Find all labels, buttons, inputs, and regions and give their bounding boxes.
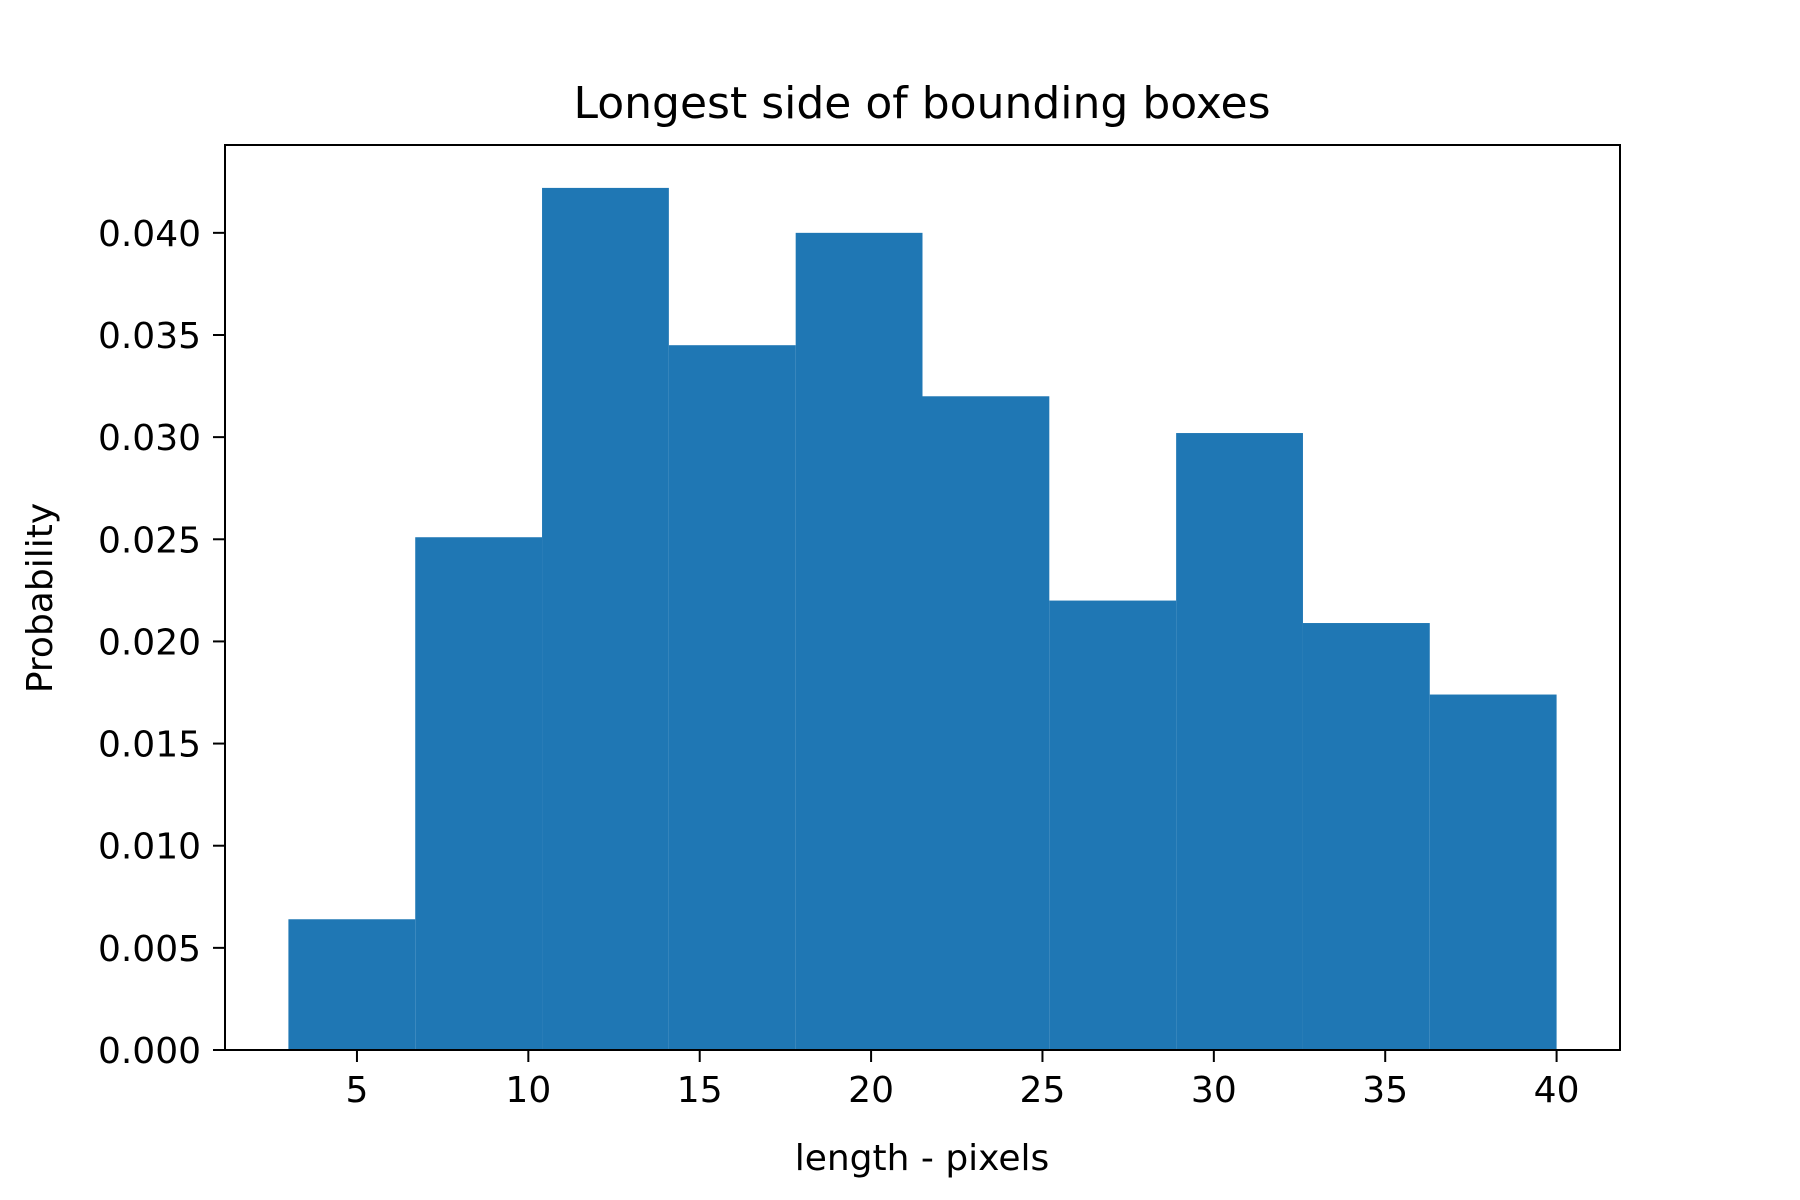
x-axis-label: length - pixels — [795, 1138, 1050, 1179]
histogram-bar-3 — [542, 187, 669, 1050]
x-axis-ticks: 5 10 15 20 25 30 35 40 — [346, 1050, 1580, 1111]
histogram-bar-9 — [1302, 623, 1430, 1050]
x-tick-label: 35 — [1362, 1070, 1408, 1111]
histogram-bar-4 — [668, 345, 796, 1051]
y-tick-label: 0.020 — [98, 622, 201, 663]
y-tick-label: 0.000 — [98, 1031, 201, 1072]
bars-layer — [288, 187, 1557, 1051]
y-tick-label: 0.035 — [98, 316, 201, 357]
y-tick-label: 0.005 — [98, 929, 201, 970]
histogram-bar-5 — [795, 232, 923, 1050]
x-tick-label: 40 — [1534, 1070, 1580, 1111]
chart-title: Longest side of bounding boxes — [574, 78, 1271, 129]
x-tick-label: 25 — [1020, 1070, 1066, 1111]
x-tick-label: 20 — [848, 1070, 894, 1111]
histogram-bar-10 — [1429, 694, 1557, 1050]
x-tick-label: 30 — [1191, 1070, 1237, 1111]
y-axis-ticks: 0.000 0.005 0.010 0.015 0.020 0.025 0.030 0.035… — [98, 214, 225, 1072]
histogram-bar-7 — [1049, 600, 1177, 1050]
y-tick-label: 0.015 — [98, 725, 201, 766]
y-tick-label: 0.025 — [98, 520, 201, 561]
y-tick-label: 0.030 — [98, 418, 201, 459]
y-tick-label: 0.040 — [98, 214, 201, 255]
histogram-bar-2 — [415, 537, 543, 1050]
x-tick-label: 5 — [346, 1070, 369, 1111]
histogram-bar-6 — [922, 396, 1050, 1050]
histogram-bar-8 — [1176, 433, 1303, 1051]
y-tick-label: 0.010 — [98, 827, 201, 868]
y-axis-label: Probability — [20, 503, 61, 693]
x-tick-label: 10 — [505, 1070, 551, 1111]
x-tick-label: 15 — [677, 1070, 723, 1111]
plot-frame — [224, 144, 1621, 1051]
histogram-bar-1 — [288, 919, 416, 1050]
